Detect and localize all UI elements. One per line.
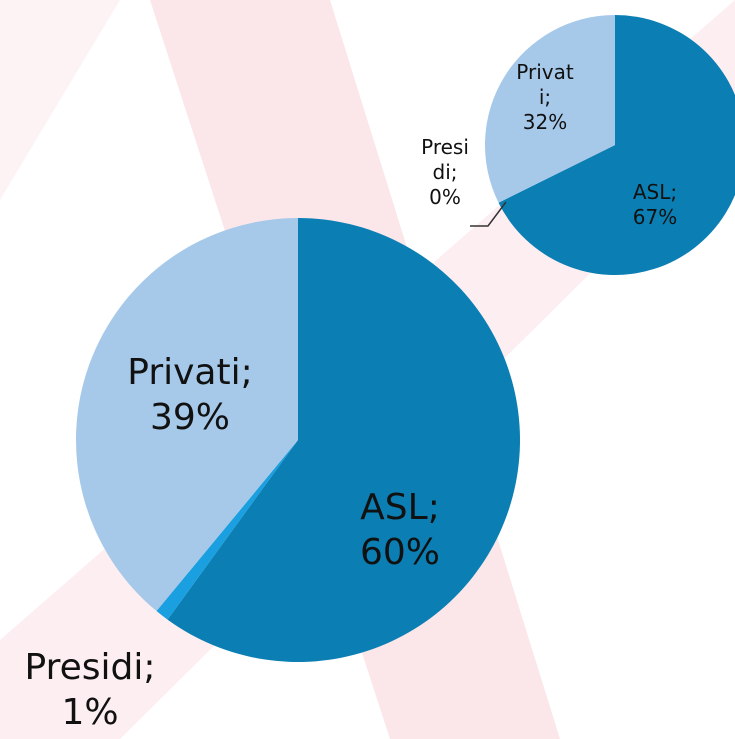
pie-slice [498,15,735,275]
pie-slice [156,440,298,620]
pie-slice [485,15,615,203]
ribbon-decoration [0,0,120,200]
category-label: ASL; [632,180,678,204]
value-label: 67% [632,205,678,229]
slice-label: Presidi; 0% [420,135,470,210]
pie-slice [76,218,299,612]
pie-slice [167,218,521,662]
slice-label: ASL; 60% [300,485,500,575]
category-label: Privati; [127,352,253,393]
slice-label: Privati; 32% [515,60,575,135]
category-label: Privati; [516,60,574,109]
value-label: 1% [61,692,119,733]
pies [76,15,735,662]
value-label: 60% [359,532,440,573]
slice-label: Presidi; 1% [0,645,190,735]
category-label: Presidi; [421,135,469,184]
slice-label: Privati; 39% [70,350,310,440]
value-label: 32% [522,110,568,134]
leader-line [470,201,507,227]
category-label: ASL; [360,487,440,528]
value-label: 0% [429,185,461,209]
category-label: Presidi; [24,647,156,688]
slice-label: ASL; 67% [615,180,695,230]
value-label: 39% [149,397,230,438]
